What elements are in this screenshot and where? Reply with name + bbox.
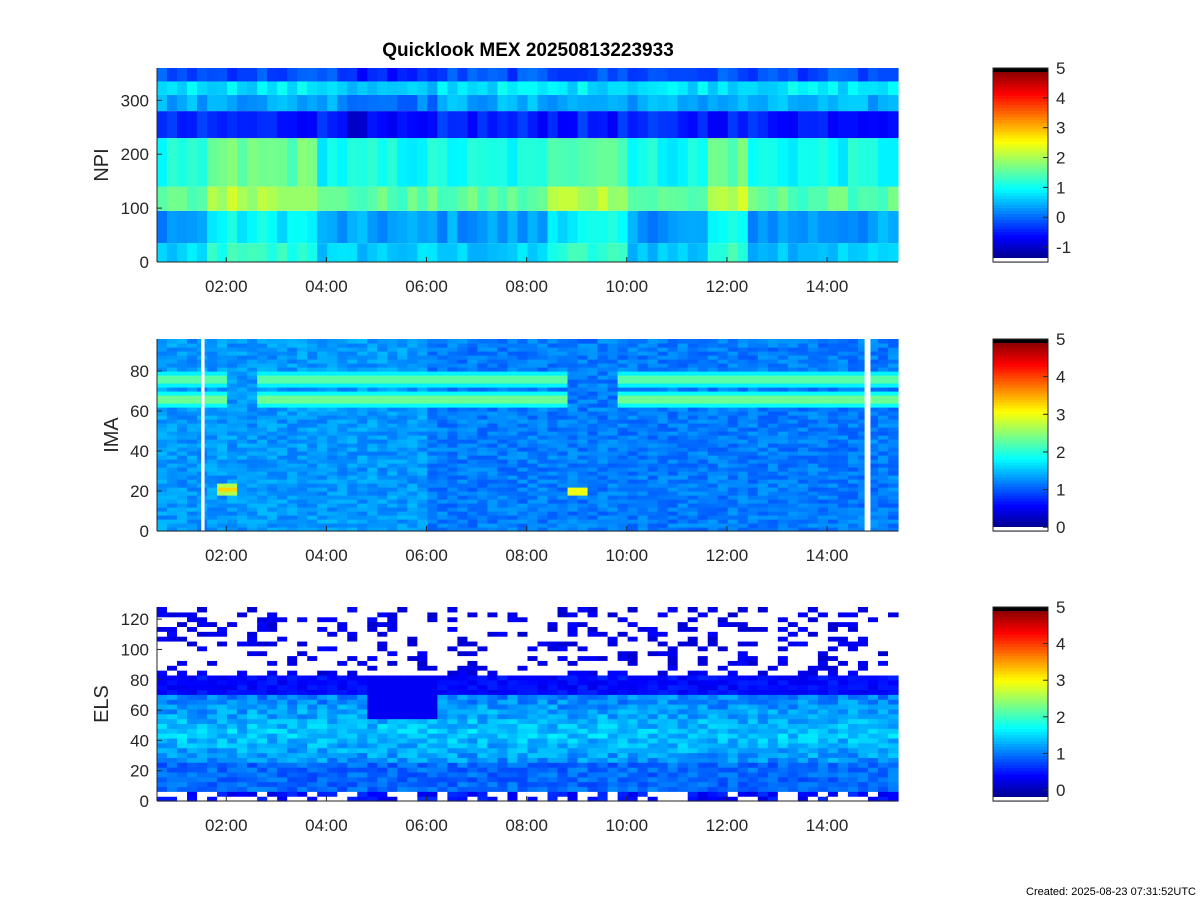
y-tick-label: 200 [121,145,149,164]
colorbar-tick-label: 5 [1056,598,1065,617]
els-panel: 02:00 04:00 06:00 08:00 10:00 12:00 14:0002040… [91,598,1065,835]
colorbar-tick-label: 3 [1056,671,1065,690]
colorbar-tick-label: 1 [1056,178,1065,197]
data-gap [201,339,205,531]
y-axis-label: IMA [101,417,123,453]
npi-colorbar: -1 0 1 2 3 4 5 [992,59,1071,263]
els-axes: 02:00 04:00 06:00 08:00 10:00 12:00 14:00 0 20 40… [91,607,898,835]
y-tick-label: 80 [130,671,149,690]
y-tick-label: 100 [121,640,149,659]
x-tick-label: 06:00 [405,277,448,296]
colorbar-tick-label: 3 [1056,405,1065,424]
x-tick-label: 10:00 [606,816,649,835]
y-axis-label: ELS [91,685,113,723]
x-tick-label: 10:00 [606,277,649,296]
y-tick-label: 0 [140,253,149,272]
colorbar-tick-label: 4 [1056,368,1065,387]
ima-axes: 02:00 04:00 06:00 08:00 10:00 12:00 14:00 0 20 40… [101,339,898,565]
x-tick-label: 14:00 [806,816,849,835]
created-timestamp: Created: 2025-08-23 07:31:52UTC [1026,886,1196,898]
ima-colorbar: 0 1 2 3 4 5 [992,330,1065,537]
x-tick-label: 04:00 [305,277,348,296]
y-tick-label: 80 [130,362,149,381]
colorbar-tick-label: 2 [1056,443,1065,462]
colorbar-tick-label: 4 [1056,89,1065,108]
colorbar-tick-label: 0 [1056,518,1065,537]
x-tick-label: 12:00 [706,277,749,296]
y-tick-label: 60 [130,402,149,421]
npi-panel: 02:00 04:00 06:00 08:00 10:00 12:00 14:00 0 100 2… [91,59,1071,296]
y-tick-label: 0 [140,792,149,811]
x-tick-label: 08:00 [505,546,548,565]
x-tick-label: 04:00 [305,546,348,565]
colorbar-tick-label: 5 [1056,330,1065,349]
colorbar-tick-label: 0 [1056,781,1065,800]
y-tick-label: 20 [130,482,149,501]
y-tick-label: 300 [121,91,149,110]
colorbar-tick-label: 5 [1056,59,1065,78]
colorbar-tick-label: 0 [1056,208,1065,227]
colorbar-tick-label: 4 [1056,635,1065,654]
colorbar-tick-label: 1 [1056,744,1065,763]
figure-title: Quicklook MEX 20250813223933 [382,40,674,61]
ima-panel: 02:00 04:00 06:00 08:00 10:00 12:00 14:0002040… [101,330,1065,565]
y-tick-label: 20 [130,762,149,781]
x-tick-label: 12:00 [706,546,749,565]
colorbar-tick-label: 3 [1056,119,1065,138]
x-tick-label: 02:00 [205,546,248,565]
ima-heatmap [157,339,899,532]
x-tick-label: 10:00 [606,546,649,565]
y-axis-label: NPI [91,148,113,181]
y-tick-label: 100 [121,199,149,218]
x-tick-label: 06:00 [405,816,448,835]
x-tick-label: 08:00 [505,816,548,835]
x-tick-label: 02:00 [205,816,248,835]
els-colorbar: 0 1 2 3 4 5 [992,598,1065,802]
x-tick-label: 12:00 [706,816,749,835]
y-tick-label: 0 [140,522,149,541]
colorbar-tick-label: 1 [1056,481,1065,500]
x-tick-label: 06:00 [405,546,448,565]
x-tick-label: 02:00 [205,277,248,296]
y-tick-label: 120 [121,610,149,629]
x-tick-label: 14:00 [806,546,849,565]
els-heatmap [157,607,899,802]
y-tick-label: 40 [130,442,149,461]
colorbar-tick-label: 2 [1056,708,1065,727]
npi-heatmap [157,68,899,262]
y-tick-label: 40 [130,731,149,750]
colorbar-tick-label: 2 [1056,149,1065,168]
npi-axes: 02:00 04:00 06:00 08:00 10:00 12:00 14:00 0 100 2… [91,68,898,296]
x-tick-label: 04:00 [305,816,348,835]
colorbar-tick-label: -1 [1056,238,1071,257]
data-gap [864,339,871,531]
y-tick-label: 60 [130,701,149,720]
x-tick-label: 14:00 [806,277,849,296]
x-tick-label: 08:00 [505,277,548,296]
